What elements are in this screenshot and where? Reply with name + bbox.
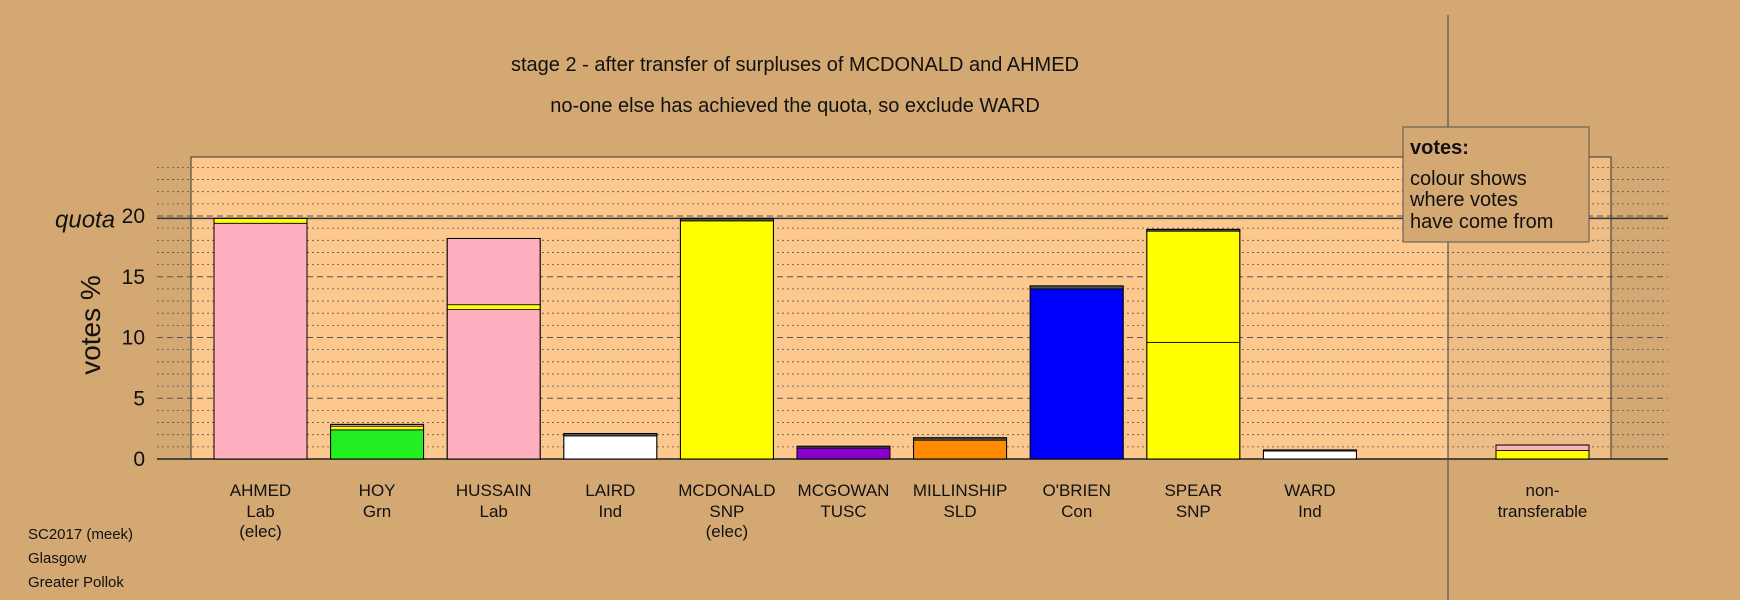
legend-title: votes: xyxy=(1410,137,1469,159)
y-tick-label: 10 xyxy=(122,327,145,350)
bar-segment-obrien-0 xyxy=(1029,288,1124,460)
bar-nontransferable xyxy=(1495,444,1590,460)
candidate-party-laird: Ind xyxy=(598,502,622,521)
bar-segment-mcgowan-0 xyxy=(796,447,891,460)
candidate-name-mcdonald: MCDONALD xyxy=(678,481,775,500)
bar-laird xyxy=(563,432,658,460)
bar-segment-nontransferable-1 xyxy=(1495,444,1590,451)
candidate-party-hoy: Grn xyxy=(363,502,391,521)
candidate-party-ward: Ind xyxy=(1298,502,1322,521)
bar-obrien xyxy=(1029,285,1124,460)
y-tick-label: 5 xyxy=(133,387,145,410)
candidate-name-millinship: MILLINSHIP xyxy=(913,481,1007,500)
candidate-name-ahmed: AHMED xyxy=(230,481,291,500)
footer-line-2: Glasgow xyxy=(28,550,87,567)
candidate-note-mcdonald: (elec) xyxy=(706,522,749,541)
candidate-party-spear: SNP xyxy=(1176,502,1211,521)
bar-segment-ward-0 xyxy=(1263,450,1357,460)
candidate-note-ahmed: (elec) xyxy=(239,522,282,541)
candidate-name-hoy: HOY xyxy=(359,481,396,500)
candidate-party-mcgowan: TUSC xyxy=(820,502,866,521)
candidate-name-mcgowan: MCGOWAN xyxy=(798,481,890,500)
bars xyxy=(213,217,1590,460)
bar-segment-spear-0 xyxy=(1146,341,1241,460)
bar-segment-millinship-0 xyxy=(913,439,1007,460)
bar-segment-hoy-1 xyxy=(330,425,425,431)
candidate-party-ahmed: Lab xyxy=(246,502,274,521)
nontransferable-label-1: non- xyxy=(1525,481,1559,500)
bar-ahmed xyxy=(213,217,308,460)
bar-segment-ahmed-0 xyxy=(213,222,308,460)
legend-line-1: colour shows xyxy=(1410,168,1527,190)
legend-line-3: have come from xyxy=(1410,211,1553,233)
y-tick-label: 15 xyxy=(122,266,145,289)
nontransferable-label-2: transferable xyxy=(1498,502,1588,521)
bar-mcgowan xyxy=(796,445,891,460)
bar-hussain xyxy=(446,237,541,460)
bar-segment-hoy-0 xyxy=(330,429,425,460)
y-tick-label: 20 xyxy=(122,205,145,228)
bar-millinship xyxy=(913,437,1008,460)
x-axis-labels: AHMEDLab(elec)HOYGrnHUSSAINLabLAIRDIndMC… xyxy=(230,481,1588,541)
grid xyxy=(157,166,1668,460)
candidate-name-laird: LAIRD xyxy=(585,481,635,500)
legend-box xyxy=(1402,126,1590,243)
plot-panel xyxy=(190,156,1612,460)
footer-line-1: SC2017 (meek) xyxy=(28,526,133,543)
bar-segment-mcdonald-0 xyxy=(680,220,774,460)
chart-title: stage 2 - after transfer of surpluses of… xyxy=(511,54,1079,76)
bar-segment-hussain-0 xyxy=(446,309,541,460)
bar-ward xyxy=(1262,449,1357,460)
candidate-name-obrien: O'BRIEN xyxy=(1042,481,1110,500)
bar-segment-hussain-1 xyxy=(446,304,541,310)
candidate-party-hussain: Lab xyxy=(480,502,508,521)
y-axis: 0 5 10 15 20 xyxy=(122,205,145,471)
candidate-party-obrien: Con xyxy=(1061,502,1092,521)
legend: votes: colour shows where votes have com… xyxy=(1402,126,1590,243)
bar-segment-spear-1 xyxy=(1146,230,1241,343)
candidate-name-spear: SPEAR xyxy=(1164,481,1222,500)
candidate-name-hussain: HUSSAIN xyxy=(456,481,532,500)
quota-label: quota xyxy=(55,206,115,233)
chart-subtitle: no-one else has achieved the quota, so e… xyxy=(550,95,1040,117)
y-axis-label: votes % xyxy=(75,275,106,375)
bar-segment-nontransferable-0 xyxy=(1495,450,1590,460)
candidate-party-millinship: SLD xyxy=(944,502,977,521)
bar-hoy xyxy=(330,423,425,460)
bar-spear xyxy=(1146,228,1241,460)
bar-segment-hussain-2 xyxy=(446,238,541,306)
candidate-name-ward: WARD xyxy=(1284,481,1335,500)
bar-segment-ahmed-1 xyxy=(213,218,308,224)
footer-line-3: Greater Pollok xyxy=(28,574,124,591)
bar-mcdonald xyxy=(679,217,774,460)
bar-segment-laird-0 xyxy=(563,435,658,460)
legend-line-2: where votes xyxy=(1409,189,1518,211)
candidate-party-mcdonald: SNP xyxy=(709,502,744,521)
y-tick-label: 0 xyxy=(133,448,145,471)
